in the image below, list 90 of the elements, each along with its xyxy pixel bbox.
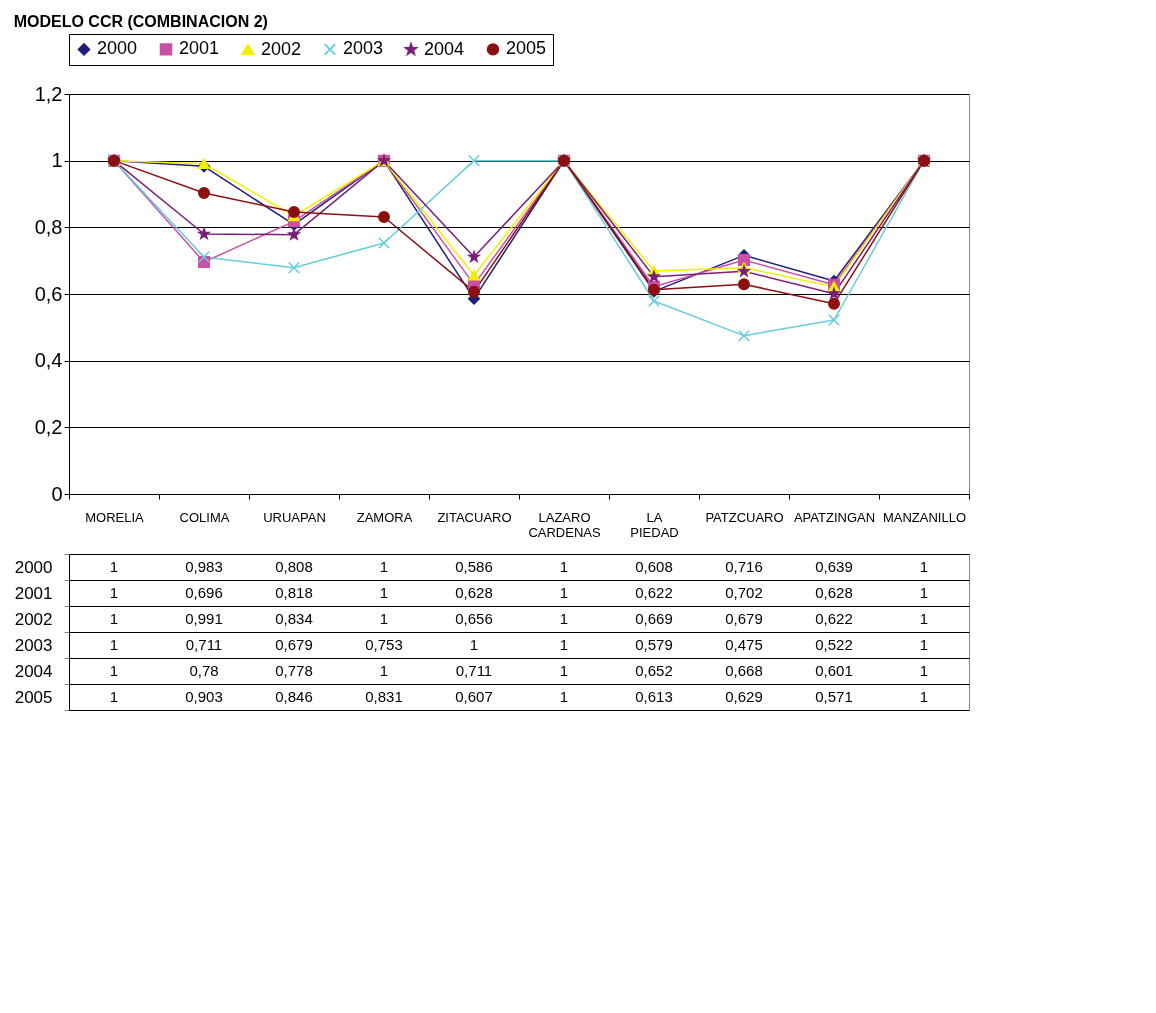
data-label: 1 <box>379 610 389 627</box>
data-label: 0,601 <box>815 662 853 679</box>
data-label: 1 <box>919 558 929 575</box>
data-label: 1 <box>379 558 389 575</box>
data-label: 0,702 <box>725 584 763 601</box>
x-tick-label: COLIMA <box>179 509 230 525</box>
data-label: 0,991 <box>185 610 223 627</box>
legend-label: 2001 <box>179 38 220 59</box>
data-label: 0,716 <box>725 558 763 575</box>
data-label: 0,753 <box>365 636 403 653</box>
data-label: 0,522 <box>815 636 853 653</box>
legend-label: 2002 <box>261 38 302 59</box>
data-label: 1 <box>559 558 569 575</box>
data-label: 0,652 <box>635 662 673 679</box>
data-label: 1 <box>109 584 119 601</box>
data-label: 0,639 <box>815 558 853 575</box>
x-tick-label: ZAMORA <box>356 509 413 525</box>
data-label: 0,669 <box>635 610 673 627</box>
y-tick-label: 0,4 <box>34 349 63 372</box>
data-label: 1 <box>559 584 569 601</box>
data-label: 1 <box>559 610 569 627</box>
chart-title: MODELO CCR (COMBINACION 2) <box>13 12 268 30</box>
data-label: 1 <box>919 688 929 705</box>
x-tick-label: MORELIA <box>85 509 145 525</box>
data-label: 1 <box>919 636 929 653</box>
data-label: 1 <box>109 662 119 679</box>
data-label: 0,778 <box>275 662 313 679</box>
y-tick-label: 1,2 <box>34 82 63 105</box>
x-tick-label: LA PIEDAD <box>630 509 679 540</box>
y-tick-label: 0,8 <box>34 215 63 238</box>
y-tick-label: 1 <box>51 149 63 172</box>
x-tick-label: APATZINGAN <box>793 509 876 525</box>
data-label: 1 <box>109 610 119 627</box>
data-label: 0,586 <box>455 558 493 575</box>
data-label: 0,846 <box>275 688 313 705</box>
data-label: 1 <box>379 662 389 679</box>
data-label: 0,629 <box>725 688 763 705</box>
data-label: 0,834 <box>275 610 313 627</box>
text: 2001 <box>14 583 53 603</box>
legend-label: 2004 <box>424 38 465 59</box>
x-tick-label: URUAPAN <box>263 509 326 525</box>
data-label: 0,622 <box>635 584 673 601</box>
y-tick-label: 0 <box>51 482 63 505</box>
legend-label: 2003 <box>343 38 384 59</box>
data-label: 0,628 <box>815 584 853 601</box>
data-label: 0,679 <box>275 636 313 653</box>
data-label: 1 <box>559 662 569 679</box>
data-label: 0,628 <box>455 584 493 601</box>
data-label: 0,983 <box>185 558 223 575</box>
x-tick-label: MANZANILLO <box>882 509 967 525</box>
data-label: 0,608 <box>635 558 673 575</box>
data-label: 0,903 <box>185 688 223 705</box>
data-label: 1 <box>109 558 119 575</box>
data-label: 1 <box>379 584 389 601</box>
text: 2002 <box>14 609 53 629</box>
text: 2004 <box>14 661 53 681</box>
y-tick-label: 0,2 <box>34 415 63 438</box>
data-label: 1 <box>919 662 929 679</box>
data-label: 0,475 <box>725 636 763 653</box>
legend-label: 2005 <box>506 38 547 59</box>
data-label: 0,656 <box>455 610 493 627</box>
x-tick-label: LAZARO CARDENAS <box>528 509 601 540</box>
data-label: 0,711 <box>185 636 223 653</box>
data-label: 0,711 <box>455 662 493 679</box>
y-tick-label: 0,6 <box>34 282 63 305</box>
x-tick-label: PATZCUARO <box>705 509 784 525</box>
data-label: 0,696 <box>185 584 223 601</box>
data-label: 0,622 <box>815 610 853 627</box>
legend-label: 2000 <box>97 38 138 59</box>
data-label: 0,679 <box>725 610 763 627</box>
data-label: 0,831 <box>365 688 403 705</box>
data-label: 1 <box>109 636 119 653</box>
data-label: 1 <box>919 610 929 627</box>
data-label: 0,78 <box>189 662 219 679</box>
data-label: 0,571 <box>815 688 853 705</box>
data-label: 0,579 <box>635 636 673 653</box>
data-label: 0,818 <box>275 584 313 601</box>
data-label: 0,613 <box>635 688 673 705</box>
data-label: 1 <box>109 688 119 705</box>
data-label: 1 <box>559 688 569 705</box>
text: 2000 <box>14 557 53 577</box>
text: 2003 <box>14 635 53 655</box>
data-label: 0,668 <box>725 662 763 679</box>
data-label: 0,607 <box>455 688 493 705</box>
data-label: 0,808 <box>275 558 313 575</box>
data-label: 1 <box>919 584 929 601</box>
data-label: 1 <box>469 636 479 653</box>
text: 2005 <box>14 687 53 707</box>
x-tick-label: ZITACUARO <box>437 509 512 525</box>
data-label: 1 <box>559 636 569 653</box>
